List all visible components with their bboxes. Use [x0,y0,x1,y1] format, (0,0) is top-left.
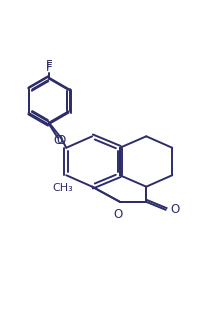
Text: O: O [56,134,65,147]
Text: O: O [53,134,62,147]
Text: O: O [113,208,122,221]
Text: F: F [46,59,52,72]
Text: CH₃: CH₃ [53,183,73,193]
Text: F: F [46,61,52,74]
Text: O: O [170,203,180,216]
